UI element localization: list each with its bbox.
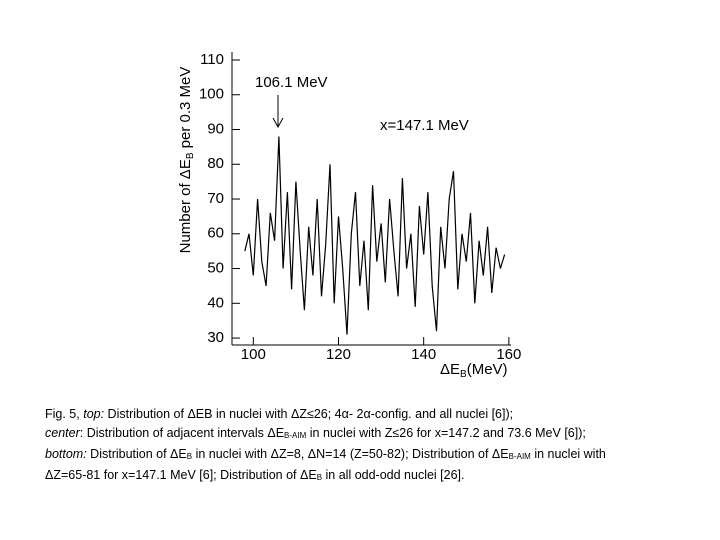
x-tick-label: 160 bbox=[496, 346, 521, 363]
y-label-main: Number of ΔE bbox=[177, 159, 194, 253]
y-tick-label: 40 bbox=[207, 294, 224, 311]
caption-line: bottom: Distribution of ΔEB in nuclei wi… bbox=[45, 445, 606, 466]
caption-text: in all odd-odd nuclei [26]. bbox=[322, 468, 465, 482]
y-label-rest: per 0.3 MeV bbox=[177, 67, 194, 153]
caption-text: B bbox=[316, 473, 323, 482]
caption-text: B-AIM bbox=[508, 452, 531, 461]
x-axis-label: ΔEB(MeV) bbox=[440, 361, 508, 380]
y-tick-label: 70 bbox=[207, 190, 224, 207]
x-label-sub: B bbox=[460, 369, 467, 380]
x-tick-label: 100 bbox=[241, 346, 266, 363]
caption-text: top: bbox=[83, 407, 105, 421]
chart: Number of ΔEB per 0.3 MeV ΔEB(MeV) 106.1… bbox=[177, 51, 521, 380]
caption-line: center: Distribution of adjacent interva… bbox=[45, 424, 606, 445]
y-label-sub: B bbox=[185, 152, 196, 159]
annotation: x=147.1 MeV bbox=[380, 117, 469, 134]
y-tick-label: 30 bbox=[207, 329, 224, 346]
caption-text: : Distribution of adjacent intervals ΔE bbox=[79, 426, 285, 440]
y-tick-label: 90 bbox=[207, 120, 224, 137]
x-label-rest: (MeV) bbox=[467, 361, 508, 378]
x-tick-label: 140 bbox=[411, 346, 436, 363]
caption-text: in nuclei with bbox=[530, 447, 606, 461]
annotation: 106.1 MeV bbox=[255, 74, 328, 91]
y-tick-label: 50 bbox=[207, 260, 224, 277]
caption-text: in nuclei with Z≤26 for x=147.2 and 73.6… bbox=[306, 426, 586, 440]
caption-text: ΔZ=65-81 for x=147.1 MeV [6]; Distributi… bbox=[45, 468, 317, 482]
caption-text: bottom: bbox=[45, 447, 87, 461]
caption-line: Fig. 5, top: Distribution of ΔEB in nucl… bbox=[45, 405, 606, 424]
caption-text: in nuclei with ΔZ=8, ΔN=14 (Z=50-82); Di… bbox=[192, 447, 509, 461]
y-tick-label: 60 bbox=[207, 225, 224, 242]
x-label-main: ΔE bbox=[440, 361, 460, 378]
y-tick-label: 110 bbox=[200, 51, 224, 68]
caption-text: B-AIM bbox=[284, 431, 307, 440]
caption-text: Distribution of ΔEB in nuclei with ΔZ≤26… bbox=[104, 407, 514, 421]
y-tick-label: 100 bbox=[199, 86, 224, 103]
data-line bbox=[244, 136, 506, 335]
y-axis-label: Number of ΔEB per 0.3 MeV bbox=[177, 67, 196, 254]
y-tick-label: 80 bbox=[207, 155, 224, 172]
caption: Fig. 5, top: Distribution of ΔEB in nucl… bbox=[45, 405, 606, 487]
caption-text: Distribution of ΔE bbox=[86, 447, 187, 461]
caption-text: center bbox=[45, 426, 80, 440]
caption-text: Fig. 5, bbox=[45, 407, 84, 421]
caption-line: ΔZ=65-81 for x=147.1 MeV [6]; Distributi… bbox=[45, 466, 606, 487]
caption-text: B bbox=[186, 452, 193, 461]
arrow-head bbox=[272, 117, 284, 129]
x-tick-label: 120 bbox=[326, 346, 351, 363]
